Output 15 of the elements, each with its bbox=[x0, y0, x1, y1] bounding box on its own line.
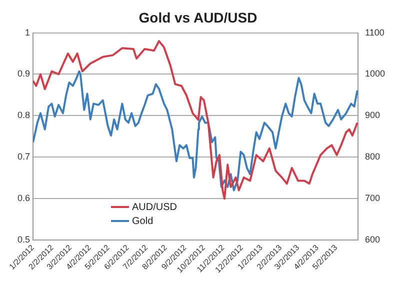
y-tick-label: 1 bbox=[25, 27, 30, 38]
y-tick-label: 0.6 bbox=[18, 193, 30, 204]
y2-tick-label: 900 bbox=[364, 110, 380, 120]
y2-tick-label: 600 bbox=[364, 234, 380, 245]
y-tick-label: 0.9 bbox=[18, 68, 30, 79]
y-tick-label: 0.5 bbox=[18, 234, 30, 245]
y2-tick-label: 800 bbox=[364, 152, 380, 162]
chart-title: Gold vs AUD/USD bbox=[138, 9, 258, 26]
y2-tick-label: 1000 bbox=[364, 68, 386, 79]
legend-label: Gold bbox=[132, 216, 154, 227]
y2-tick-label: 1100 bbox=[364, 27, 384, 38]
legend-label: AUD/USD bbox=[132, 202, 178, 213]
y-tick-label: 0.7 bbox=[18, 152, 30, 162]
y2-tick-label: 700 bbox=[364, 193, 380, 204]
y-tick-label: 0.8 bbox=[18, 110, 30, 120]
